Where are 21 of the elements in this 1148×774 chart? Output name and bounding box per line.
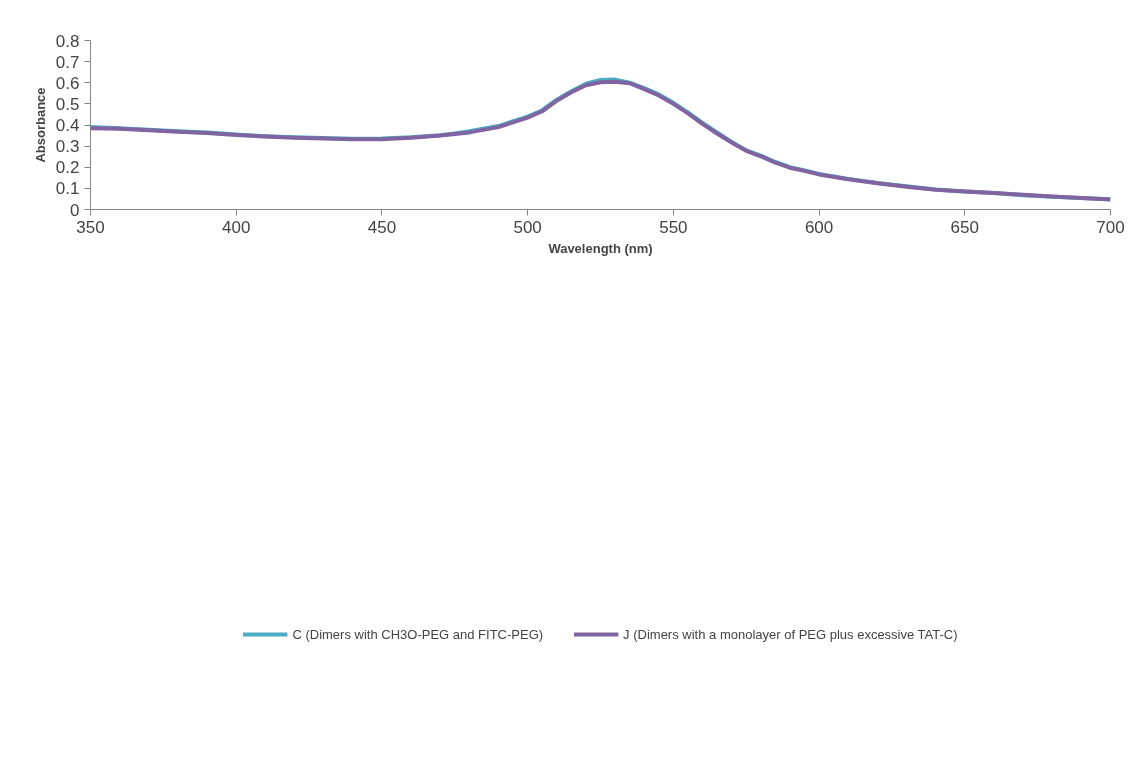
y-axis-title: Absorbance	[32, 87, 48, 163]
x-axis-title: Wavelength (nm)	[548, 240, 653, 256]
y-tick-label: 0.7	[55, 52, 80, 72]
x-tick-label: 500	[513, 217, 542, 237]
y-tick-label: 0.6	[55, 73, 80, 93]
y-tick-label: 0.2	[55, 158, 80, 178]
y-tick-label: 0.4	[55, 116, 80, 135]
y-tick-label: 0	[70, 200, 80, 220]
x-tick-label: 550	[659, 217, 688, 237]
x-tick-label: 700	[1096, 217, 1125, 237]
y-tick-label: 0.3	[55, 137, 80, 157]
x-tick-label: 400	[222, 217, 251, 237]
legend-label: J (Dimers with a monolayer of PEG plus excessive TAT-C)	[623, 625, 958, 644]
x-tick-label: 450	[367, 217, 397, 237]
x-tick-label: 350	[76, 217, 105, 237]
legend-label: C (Dimers with CH3O-PEG and FITC-PEG)	[292, 625, 544, 644]
y-tick-label: 0.5	[55, 94, 80, 114]
x-tick-label: 600	[804, 217, 834, 237]
y-tick-label: 0.8	[55, 31, 80, 51]
x-tick-label: 650	[950, 217, 979, 237]
y-tick-label: 0.1	[55, 179, 80, 199]
